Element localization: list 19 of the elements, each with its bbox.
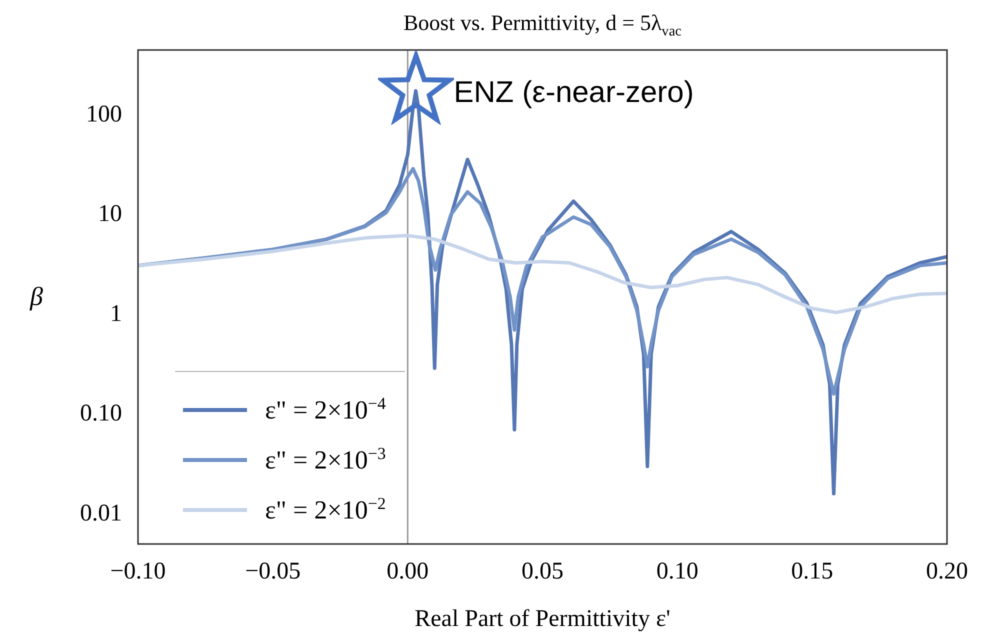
chart-title: Boost vs. Permittivity, d = 5λ$_{vac}$ bbox=[403, 10, 682, 40]
legend-label: ε" = 2×10$^{−4}$ bbox=[265, 394, 386, 426]
x-axis-title: Real Part of Permittivity ε' bbox=[414, 606, 670, 633]
x-tick-label: 0.10 bbox=[656, 558, 698, 585]
x-tick-label: 0.20 bbox=[926, 558, 968, 585]
legend-label: ε" = 2×10$^{−3}$ bbox=[265, 444, 386, 476]
x-tick-label: 0.00 bbox=[386, 558, 429, 585]
y-tick-label: 0.10 bbox=[80, 400, 122, 427]
x-tick-label: 0.15 bbox=[791, 558, 834, 585]
annotation: ENZ (ε-near-zero) bbox=[454, 76, 694, 110]
y-tick-label: 100 bbox=[86, 101, 122, 128]
y-tick-label: 10 bbox=[98, 201, 122, 228]
x-tick-label: 0.05 bbox=[522, 558, 564, 585]
x-tick-label: −0.10 bbox=[110, 558, 166, 585]
x-tick-label: −0.05 bbox=[245, 558, 301, 585]
y-tick-label: 0.01 bbox=[80, 500, 122, 526]
y-tick-label: 1 bbox=[110, 300, 122, 327]
legend-label: ε" = 2×10$^{−2}$ bbox=[265, 494, 386, 526]
y-axis-title: β bbox=[30, 282, 43, 312]
